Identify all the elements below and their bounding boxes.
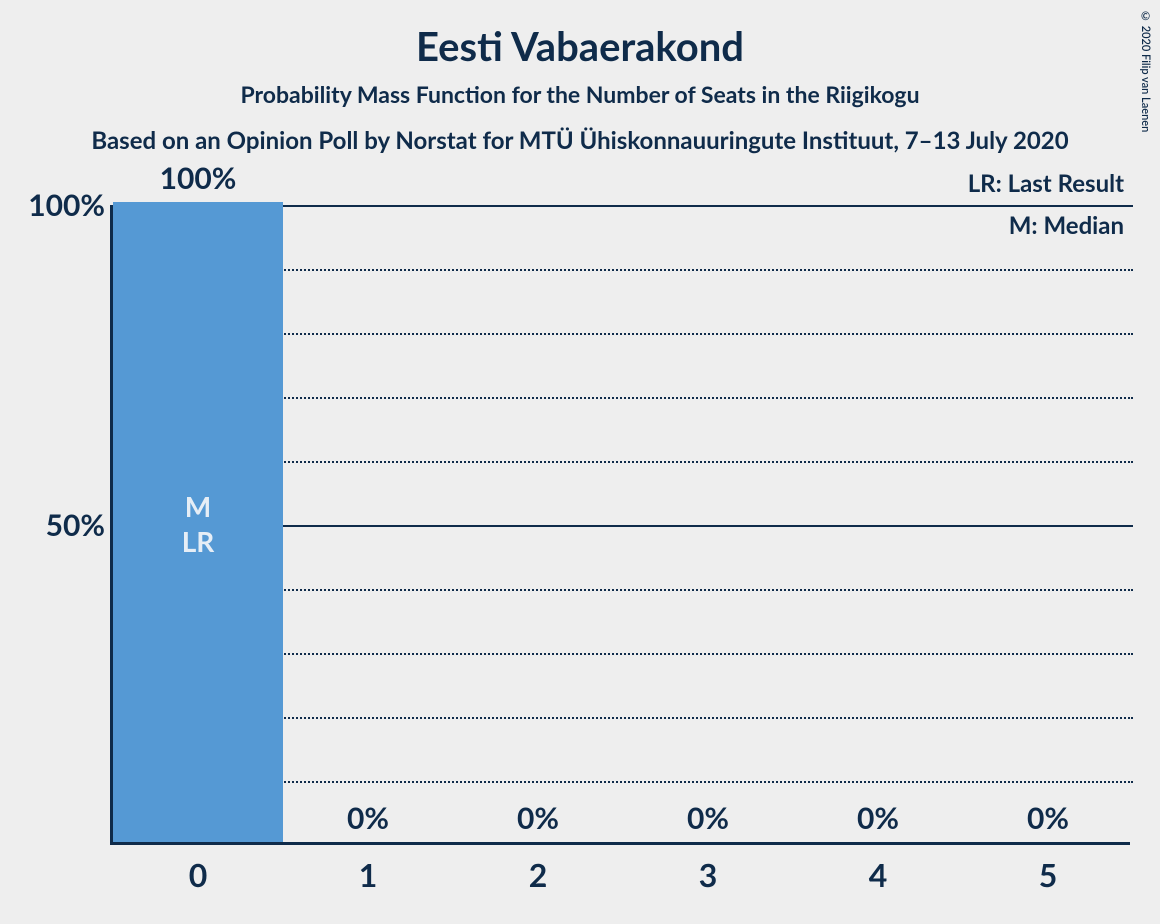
y-tick-label: 50% [15,507,105,543]
bar-value-label: 0% [687,800,729,836]
chart-plot-area: 50%100%012345100%MLR0%0%0%0%0%LR: Last R… [110,205,1130,845]
chart-source: Based on an Opinion Poll by Norstat for … [0,126,1160,155]
x-tick-label: 2 [529,855,548,894]
bar-value-label: 0% [517,800,559,836]
chart-subtitle: Probability Mass Function for the Number… [0,80,1160,108]
x-tick-label: 5 [1039,855,1058,894]
x-tick-label: 1 [359,855,378,894]
copyright-text: © 2020 Filip van Laenen [1139,10,1152,132]
chart-axes: 50%100%012345100%MLR0%0%0%0%0%LR: Last R… [110,205,1130,845]
x-tick-label: 4 [869,855,888,894]
legend-item: M: Median [1009,211,1124,240]
bar-value-label: 0% [857,800,899,836]
x-tick-label: 3 [699,855,718,894]
bar-value-label: 100% [160,160,237,196]
bar-annotation: MLR [182,489,215,559]
bar-value-label: 0% [1027,800,1069,836]
x-tick-label: 0 [189,855,208,894]
y-tick-label: 100% [15,187,105,223]
legend-item: LR: Last Result [968,169,1124,198]
chart-title: Eesti Vabaerakond [0,0,1160,70]
bar-value-label: 0% [347,800,389,836]
